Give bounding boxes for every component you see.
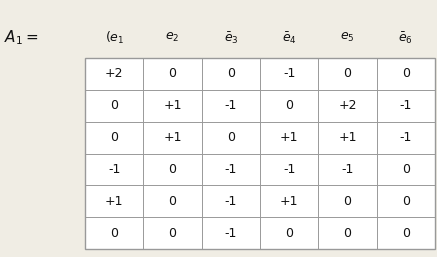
Bar [85,58,435,249]
Text: $e_2$: $e_2$ [166,31,180,44]
Text: -1: -1 [225,99,237,112]
Text: 0: 0 [343,227,351,240]
Text: 0: 0 [111,227,118,240]
Text: $\bar{e}_6$: $\bar{e}_6$ [398,30,413,46]
Text: $(e_1$: $(e_1$ [105,30,124,46]
Text: +1: +1 [105,195,124,208]
Text: +2: +2 [105,67,124,80]
Text: $A_1 =$: $A_1 =$ [4,29,39,47]
Text: -1: -1 [108,163,121,176]
Text: -1: -1 [225,163,237,176]
Text: 0: 0 [343,195,351,208]
Text: 0: 0 [169,163,177,176]
Text: +2: +2 [338,99,357,112]
Text: 0: 0 [402,227,409,240]
Text: 0: 0 [169,227,177,240]
Text: 0: 0 [169,195,177,208]
Text: 0: 0 [285,99,293,112]
Text: -1: -1 [399,99,412,112]
Text: 0: 0 [343,67,351,80]
Text: $\bar{e}_3$: $\bar{e}_3$ [224,30,238,46]
Text: 0: 0 [169,67,177,80]
Text: +1: +1 [163,131,182,144]
Text: +1: +1 [280,131,298,144]
Text: -1: -1 [283,67,295,80]
Text: +1: +1 [280,195,298,208]
Text: $e_5$: $e_5$ [340,31,355,44]
Text: -1: -1 [399,131,412,144]
Text: -1: -1 [225,195,237,208]
Text: +1: +1 [338,131,357,144]
Text: -1: -1 [341,163,354,176]
Text: 0: 0 [111,99,118,112]
Text: +1: +1 [163,99,182,112]
Text: 0: 0 [285,227,293,240]
Text: 0: 0 [227,131,235,144]
Text: -1: -1 [225,227,237,240]
Text: $\bar{e}_4$: $\bar{e}_4$ [282,30,297,46]
Text: 0: 0 [402,67,409,80]
Text: 0: 0 [402,163,409,176]
Text: 0: 0 [111,131,118,144]
Text: 0: 0 [402,195,409,208]
Text: -1: -1 [283,163,295,176]
Text: 0: 0 [227,67,235,80]
